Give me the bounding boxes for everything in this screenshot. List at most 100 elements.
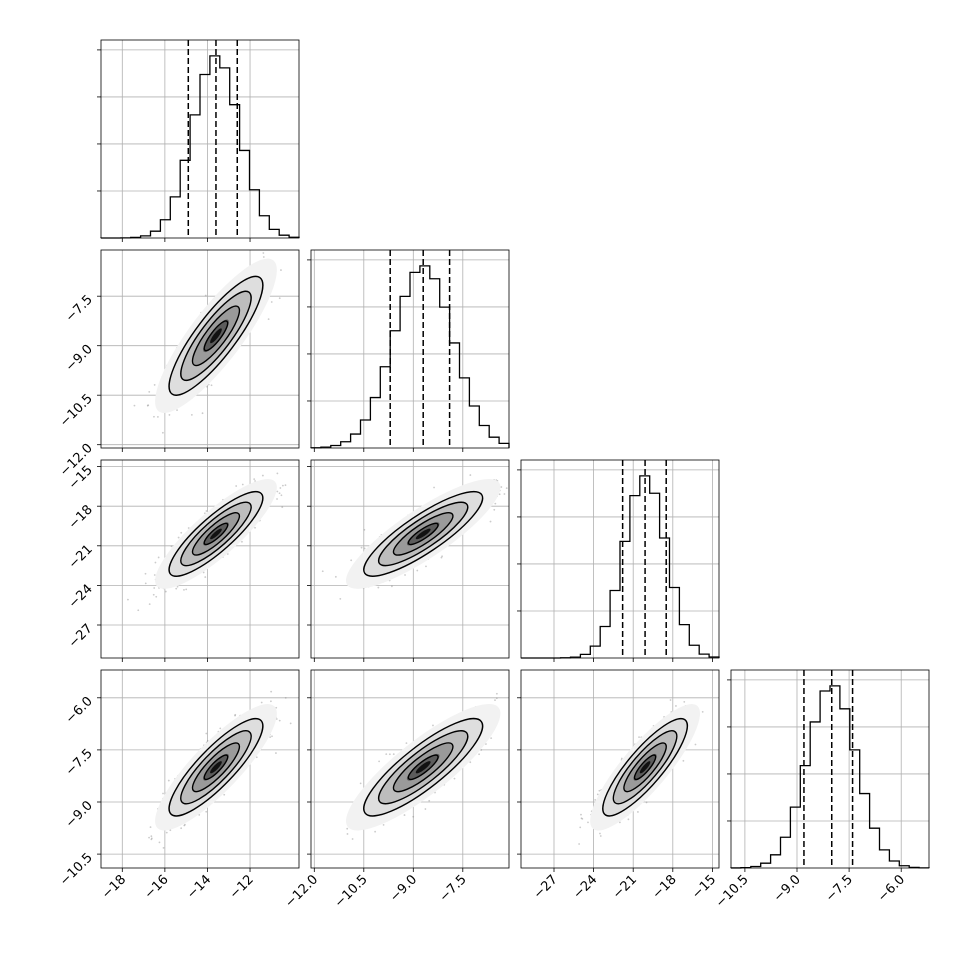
sample-point [161,431,164,434]
contour-line [191,305,241,367]
sample-point [162,792,164,795]
sample-point [403,814,406,816]
sample-point [339,597,342,600]
y-tick-label: −18 [66,502,96,532]
sample-point [478,753,480,756]
sample-point [276,490,279,493]
sample-point [204,576,207,578]
contour-line [377,730,469,805]
contour-line [407,522,439,546]
sample-point [495,697,498,700]
sample-point [416,569,419,572]
x-tick-label: −10.5 [713,872,752,911]
sample-point [205,732,208,735]
sample-point [385,753,388,756]
sample-point [167,779,170,782]
panel-3-3: −10.5 −9.0 −7.5 −6.0 [713,669,930,911]
sample-point [165,831,168,834]
sample-point [363,547,366,550]
panel-frame [730,669,930,869]
sample-point [157,416,159,418]
sample-point [164,590,167,593]
sample-point [153,415,155,418]
sample-point [155,595,158,598]
contour-line [180,290,252,382]
sample-point [276,472,279,475]
histogram-0 [100,55,300,239]
sample-point [424,808,427,810]
y-tick-label: −10.5 [57,850,96,889]
sample-point [351,838,354,840]
sample-point [489,520,492,523]
sample-point [493,508,496,511]
sample-point [278,297,281,300]
sample-point [175,587,178,590]
sample-point [505,487,508,490]
panel-2-2 [517,459,720,662]
y-tick-label: −10.5 [57,391,96,430]
sample-point [157,556,160,559]
sample-point [425,565,427,568]
sample-point [223,793,226,796]
sample-point [144,582,147,585]
sample-point [440,556,443,559]
contour-line [407,754,439,781]
sample-point [201,412,204,415]
sample-point [278,492,281,495]
density-1-0 [133,252,282,434]
sample-point [234,713,237,716]
sample-point [334,575,337,578]
sample-point [198,813,201,816]
sample-point [262,256,265,258]
sample-point [490,737,493,740]
sample-point [269,736,272,739]
sample-point [392,753,395,756]
sample-point [202,571,205,574]
sample-point [234,714,236,717]
sample-point [627,818,630,821]
x-tick-label: −21 [610,872,640,902]
panel-2-1 [307,459,510,662]
contour-line [168,490,264,577]
sample-point [350,559,353,562]
sample-point [254,480,256,482]
sample-point [494,699,496,702]
density-2-0 [127,472,287,612]
sample-point [275,718,278,720]
panel-0-0 [97,39,300,242]
sample-point [315,689,317,691]
sample-point [494,502,497,505]
sample-point [270,690,273,693]
sample-point [683,700,686,703]
density-level [210,328,222,344]
sample-point [580,817,583,820]
sample-point [270,700,272,703]
sample-point [153,587,156,589]
sample-point [360,546,363,549]
contour-line [203,320,229,352]
panel-frame [100,669,300,869]
sample-point [346,827,349,830]
histogram-3 [730,685,930,869]
sample-point [405,742,408,745]
sample-point [378,760,381,763]
sample-point [260,701,263,704]
x-tick-label: −18 [650,872,680,902]
sample-point [404,574,406,576]
sample-point [133,404,136,407]
sample-point [154,561,157,564]
sample-point [271,735,273,738]
sample-point [204,294,207,297]
y-tick-label: −9.0 [63,798,96,831]
panel-frame [520,669,720,869]
sample-point [184,823,186,826]
sample-point [177,536,180,539]
panel-frame [520,459,720,659]
sample-point [469,761,472,764]
sample-point [270,301,273,303]
sample-point [363,528,366,531]
sample-point [205,810,208,813]
sample-point [253,478,256,481]
contour-line [180,730,252,805]
panel-frame [310,249,510,449]
